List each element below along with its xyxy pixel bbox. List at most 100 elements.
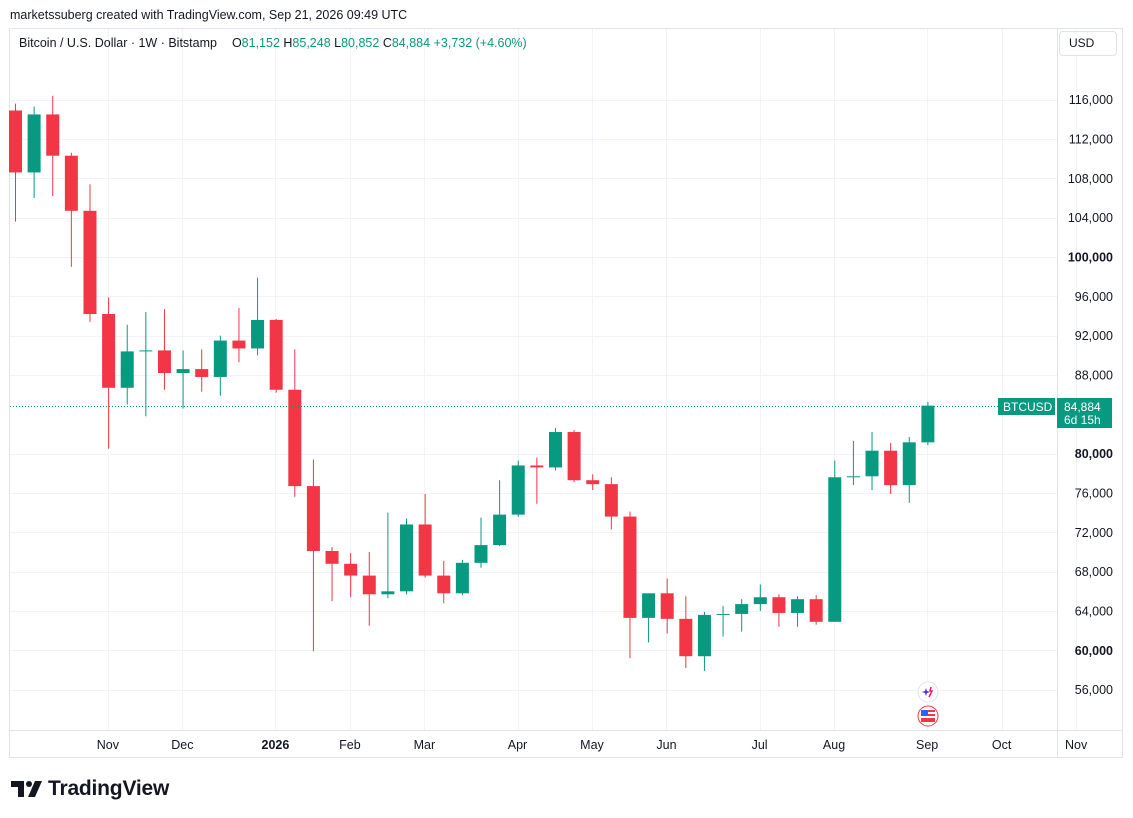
candle-body	[493, 514, 507, 546]
candle[interactable]	[716, 606, 730, 637]
candle[interactable]	[474, 517, 488, 568]
candle[interactable]	[604, 477, 618, 530]
candle[interactable]	[400, 518, 414, 595]
candle-body	[530, 465, 544, 468]
tradingview-logo[interactable]: TradingView	[11, 776, 169, 802]
candle-body	[865, 450, 879, 477]
candle[interactable]	[64, 152, 78, 267]
candle-body	[46, 114, 60, 156]
candle[interactable]	[809, 595, 823, 625]
high-label: H	[283, 36, 293, 50]
candle[interactable]	[362, 551, 376, 626]
sparkle-icon	[922, 688, 930, 696]
candle[interactable]	[251, 277, 265, 356]
candle[interactable]	[828, 460, 842, 622]
candle-body	[325, 551, 339, 564]
candle[interactable]	[195, 349, 209, 392]
candle[interactable]	[9, 103, 22, 222]
candle[interactable]	[139, 312, 153, 417]
candle[interactable]	[269, 318, 283, 393]
high-value: 85,248	[292, 36, 331, 50]
candle[interactable]	[325, 547, 339, 602]
candle[interactable]	[623, 511, 637, 659]
candle[interactable]	[493, 480, 507, 547]
candle[interactable]	[83, 184, 97, 322]
price-tick-label: 96,000	[1075, 290, 1113, 304]
candle[interactable]	[176, 350, 190, 409]
open-label: O	[231, 36, 242, 50]
candle-body	[83, 210, 97, 315]
candle-body	[623, 516, 637, 618]
candle[interactable]	[102, 297, 116, 449]
open-value: 81,152	[241, 36, 280, 50]
symbol-description[interactable]: Bitcoin / U.S. Dollar · 1W · Bitstamp	[19, 36, 217, 50]
candle[interactable]	[157, 309, 171, 390]
candle[interactable]	[288, 349, 302, 497]
economic-events-icon[interactable]	[917, 681, 939, 703]
candle[interactable]	[753, 584, 767, 611]
candle[interactable]	[418, 493, 432, 578]
time-tick-label: Oct	[992, 738, 1012, 752]
candle[interactable]	[455, 559, 469, 596]
candle[interactable]	[511, 460, 525, 517]
candle[interactable]	[437, 560, 451, 604]
time-tick-label: Jul	[752, 738, 768, 752]
candle[interactable]	[232, 308, 246, 363]
candle[interactable]	[381, 512, 395, 599]
tradingview-logo-icon	[11, 781, 42, 797]
candles-layer	[9, 95, 935, 671]
candle[interactable]	[642, 593, 656, 643]
chart-frame	[9, 28, 1123, 758]
candle[interactable]	[213, 335, 227, 396]
time-tick-label: Sep	[916, 738, 938, 752]
candle-body	[679, 618, 693, 657]
currency-button[interactable]: USD	[1059, 31, 1117, 56]
candle[interactable]	[548, 428, 562, 471]
candle-body	[27, 114, 41, 173]
candle[interactable]	[846, 440, 860, 486]
price-tag-symbol: BTCUSD	[1003, 400, 1053, 414]
candle-body	[921, 405, 935, 443]
time-tick-label: Jun	[656, 738, 676, 752]
candle-body	[418, 524, 432, 576]
candle[interactable]	[120, 324, 134, 405]
price-tag-value-bg	[1057, 398, 1112, 428]
price-tag-price: 84,884	[1064, 400, 1101, 414]
candle[interactable]	[344, 552, 358, 598]
candle[interactable]	[735, 599, 749, 632]
candle[interactable]	[697, 611, 711, 671]
candle[interactable]	[884, 442, 898, 494]
candle-body	[753, 597, 767, 605]
candle-body	[102, 314, 116, 388]
candle[interactable]	[679, 596, 693, 669]
candle-body	[735, 604, 749, 614]
candle[interactable]	[27, 106, 41, 199]
candle-body	[9, 110, 22, 173]
candle[interactable]	[791, 596, 805, 627]
candle[interactable]	[46, 95, 60, 197]
change-value: +3,732 (+4.60%)	[433, 36, 527, 50]
candle[interactable]	[902, 436, 916, 503]
candle[interactable]	[586, 474, 600, 491]
price-tick-label: 56,000	[1075, 683, 1113, 697]
tradingview-logo-text: TradingView	[48, 777, 170, 800]
candle[interactable]	[567, 430, 581, 483]
price-tick-label: 100,000	[1068, 251, 1113, 265]
candle[interactable]	[865, 432, 879, 491]
candle-body	[139, 350, 153, 352]
us-flag-icon[interactable]	[917, 705, 939, 727]
candle-body	[586, 480, 600, 485]
candle-body	[828, 477, 842, 622]
time-tick-label: 2026	[262, 738, 290, 752]
chart-caption: marketssuberg created with TradingView.c…	[10, 8, 408, 22]
candle[interactable]	[530, 457, 544, 504]
price-tick-label: 116,000	[1069, 93, 1113, 107]
candle-body	[697, 614, 711, 657]
candle[interactable]	[660, 578, 674, 634]
candle[interactable]	[772, 594, 786, 627]
flag-stripe-white-2	[921, 716, 935, 718]
candle-body	[344, 563, 358, 576]
candle[interactable]	[921, 402, 935, 446]
candle[interactable]	[306, 459, 320, 652]
